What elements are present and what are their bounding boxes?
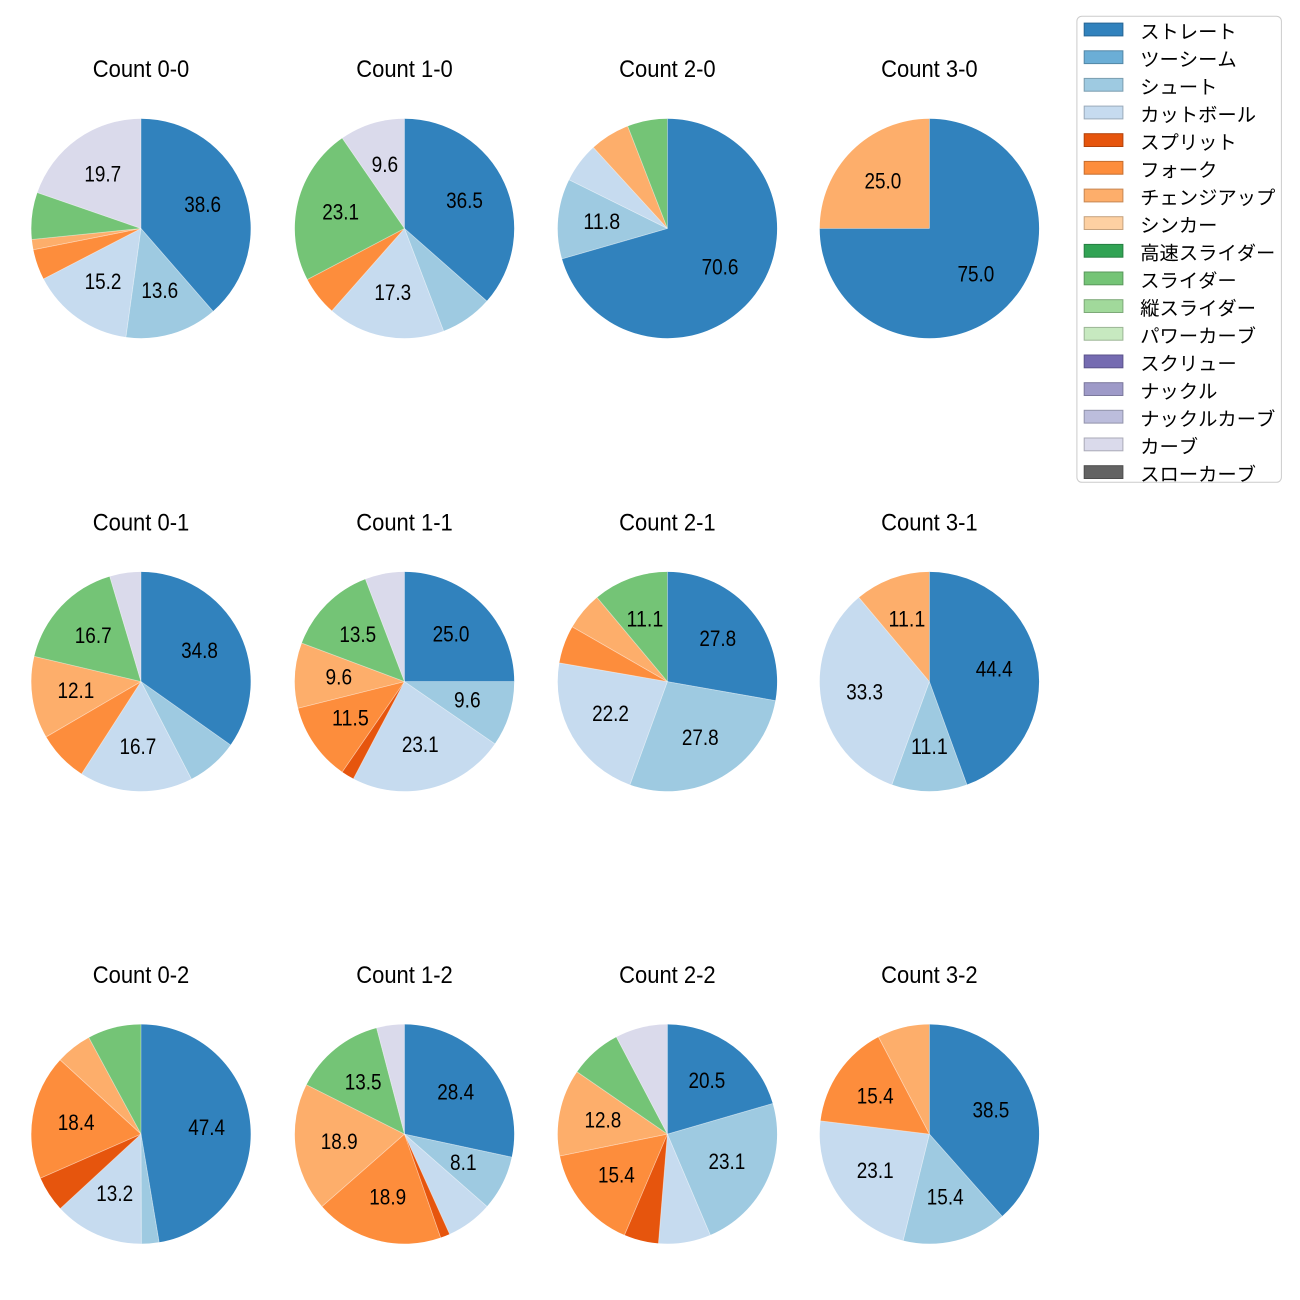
svg-text:15.2: 15.2 bbox=[85, 269, 122, 294]
svg-text:Count 2-0: Count 2-0 bbox=[619, 56, 716, 83]
svg-text:Count 1-2: Count 1-2 bbox=[356, 962, 453, 989]
svg-text:44.4: 44.4 bbox=[976, 657, 1013, 682]
svg-text:Count 3-2: Count 3-2 bbox=[881, 962, 978, 989]
svg-text:15.4: 15.4 bbox=[598, 1162, 635, 1187]
svg-text:20.5: 20.5 bbox=[689, 1068, 726, 1093]
svg-text:16.7: 16.7 bbox=[120, 734, 157, 759]
svg-text:25.0: 25.0 bbox=[433, 622, 470, 647]
svg-text:18.9: 18.9 bbox=[369, 1184, 406, 1209]
svg-text:23.1: 23.1 bbox=[709, 1149, 746, 1174]
svg-text:Count 1-0: Count 1-0 bbox=[356, 56, 453, 83]
svg-text:Count 2-2: Count 2-2 bbox=[619, 962, 716, 989]
svg-text:22.2: 22.2 bbox=[592, 701, 629, 726]
svg-text:23.1: 23.1 bbox=[322, 199, 359, 224]
svg-text:15.4: 15.4 bbox=[857, 1083, 894, 1108]
svg-text:Count 0-0: Count 0-0 bbox=[93, 56, 190, 83]
svg-text:Count 0-2: Count 0-2 bbox=[93, 962, 190, 989]
svg-text:Count 3-1: Count 3-1 bbox=[881, 509, 978, 536]
svg-text:16.7: 16.7 bbox=[75, 623, 112, 648]
svg-text:23.1: 23.1 bbox=[857, 1158, 894, 1183]
svg-text:38.6: 38.6 bbox=[184, 192, 221, 217]
svg-text:8.1: 8.1 bbox=[450, 1150, 477, 1175]
svg-text:19.7: 19.7 bbox=[84, 162, 121, 187]
svg-text:25.0: 25.0 bbox=[865, 169, 902, 194]
svg-text:Count 2-1: Count 2-1 bbox=[619, 509, 716, 536]
svg-text:36.5: 36.5 bbox=[446, 188, 483, 213]
svg-text:34.8: 34.8 bbox=[181, 638, 218, 663]
svg-text:18.4: 18.4 bbox=[58, 1110, 95, 1135]
svg-text:11.1: 11.1 bbox=[889, 606, 926, 631]
svg-text:9.6: 9.6 bbox=[454, 688, 481, 713]
svg-text:38.5: 38.5 bbox=[973, 1097, 1010, 1122]
svg-text:11.8: 11.8 bbox=[583, 209, 620, 234]
svg-text:12.1: 12.1 bbox=[58, 678, 95, 703]
svg-text:9.6: 9.6 bbox=[372, 152, 399, 177]
svg-text:13.6: 13.6 bbox=[141, 278, 178, 303]
svg-text:27.8: 27.8 bbox=[699, 626, 736, 651]
svg-text:13.2: 13.2 bbox=[96, 1181, 133, 1206]
svg-text:Count 3-0: Count 3-0 bbox=[881, 56, 978, 83]
svg-text:13.5: 13.5 bbox=[345, 1070, 382, 1095]
svg-text:70.6: 70.6 bbox=[702, 255, 739, 280]
svg-text:11.5: 11.5 bbox=[332, 706, 369, 731]
svg-text:28.4: 28.4 bbox=[437, 1079, 474, 1104]
svg-text:Count 1-1: Count 1-1 bbox=[356, 509, 453, 536]
svg-text:47.4: 47.4 bbox=[188, 1115, 225, 1140]
svg-text:Count 0-1: Count 0-1 bbox=[93, 509, 190, 536]
svg-text:13.5: 13.5 bbox=[339, 622, 376, 647]
svg-text:27.8: 27.8 bbox=[682, 725, 719, 750]
svg-text:75.0: 75.0 bbox=[958, 262, 995, 287]
svg-text:33.3: 33.3 bbox=[846, 680, 883, 705]
svg-text:17.3: 17.3 bbox=[374, 280, 411, 305]
svg-text:23.1: 23.1 bbox=[402, 732, 439, 757]
svg-text:15.4: 15.4 bbox=[927, 1185, 964, 1210]
svg-text:11.1: 11.1 bbox=[911, 734, 948, 759]
svg-text:9.6: 9.6 bbox=[326, 664, 353, 689]
svg-text:12.8: 12.8 bbox=[585, 1108, 622, 1133]
svg-text:11.1: 11.1 bbox=[627, 606, 664, 631]
svg-text:18.9: 18.9 bbox=[321, 1129, 358, 1154]
